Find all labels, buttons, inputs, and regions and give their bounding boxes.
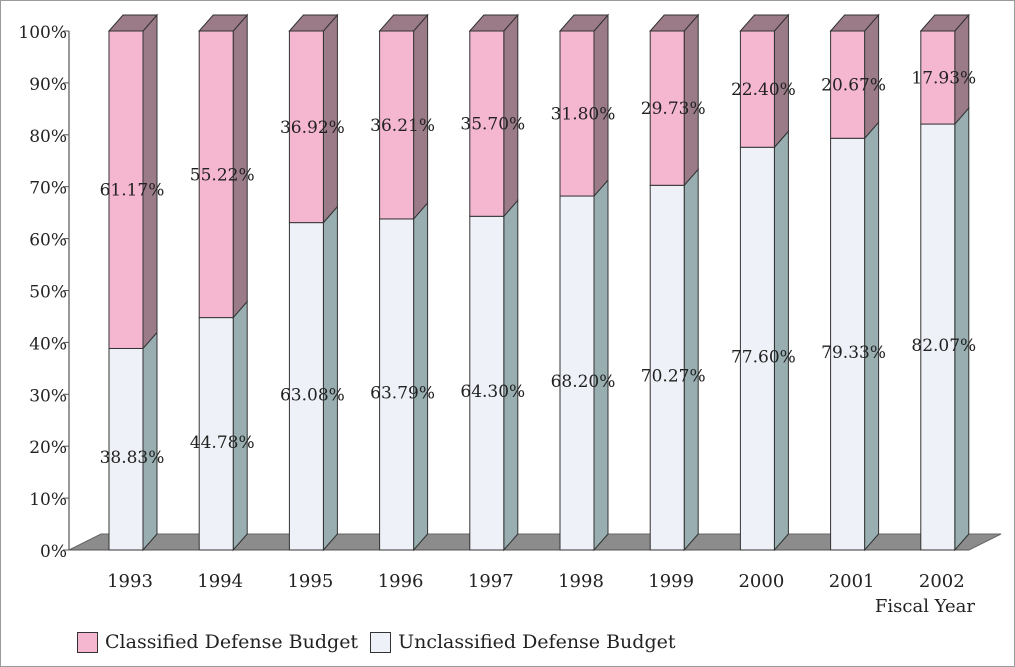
bar-top-classified — [198, 14, 249, 32]
bar-unclassified — [739, 146, 775, 551]
y-tick-label: 10% — [29, 490, 67, 510]
data-label-classified: 29.73% — [641, 99, 706, 119]
x-tick-label: 2001 — [829, 571, 875, 592]
bar-side-unclassified — [503, 198, 519, 552]
y-tick-label: 0% — [40, 542, 67, 562]
y-tick-label: 90% — [29, 75, 67, 95]
data-label-unclassified: 38.83% — [100, 448, 165, 468]
data-label-classified: 35.70% — [460, 115, 525, 135]
bar-side-unclassified — [864, 120, 880, 552]
bar-side-unclassified — [593, 178, 609, 552]
bar-classified — [198, 30, 234, 319]
x-tick-label: 1996 — [378, 571, 424, 592]
bar-classified — [108, 30, 144, 349]
x-tick-label: 1997 — [468, 571, 514, 592]
y-tick-label: 20% — [29, 438, 67, 458]
bar-top-classified — [649, 14, 700, 32]
x-tick-label: 1994 — [197, 571, 243, 592]
bar-top-classified — [107, 14, 159, 32]
x-tick-label: 2002 — [919, 571, 965, 592]
data-label-classified: 36.92% — [280, 118, 345, 138]
x-tick-label: 1999 — [648, 571, 694, 592]
data-label-unclassified: 63.79% — [370, 383, 435, 403]
bar-classified — [469, 30, 505, 217]
data-label-classified: 22.40% — [731, 80, 796, 100]
data-label-unclassified: 64.30% — [460, 382, 525, 402]
bar-top-classified — [739, 14, 790, 32]
data-label-classified: 31.80% — [551, 105, 616, 125]
legend-label-classified: Classified Defense Budget — [105, 631, 359, 653]
bar-unclassified — [649, 184, 685, 551]
bar-classified — [559, 30, 595, 197]
data-label-classified: 20.67% — [821, 76, 886, 96]
bar-classified — [649, 30, 685, 186]
bar-unclassified — [108, 347, 144, 551]
bar-unclassified — [469, 215, 505, 551]
bar-side-unclassified — [683, 167, 699, 552]
data-label-classified: 61.17% — [100, 181, 165, 201]
legend-label-unclassified: Unclassified Defense Budget — [398, 631, 676, 653]
data-label-unclassified: 79.33% — [821, 343, 886, 363]
legend-item-unclassified: Unclassified Defense Budget — [370, 631, 676, 653]
bar-side-unclassified — [413, 201, 429, 552]
x-axis-title: Fiscal Year — [875, 596, 975, 617]
y-tick-label: 100% — [18, 23, 67, 43]
bar-top-classified — [378, 14, 429, 32]
bar-unclassified — [288, 222, 324, 551]
data-label-classified: 55.22% — [190, 165, 255, 185]
y-tick-label: 40% — [29, 334, 67, 354]
x-tick-label: 2000 — [738, 571, 784, 592]
y-tick-label: 70% — [29, 179, 67, 199]
bar-unclassified — [379, 218, 415, 551]
y-tick-label: 80% — [29, 127, 67, 147]
bar-classified — [288, 30, 324, 224]
data-label-unclassified: 44.78% — [190, 433, 255, 453]
x-tick-label: 1998 — [558, 571, 604, 592]
y-tick-label: 50% — [29, 283, 67, 303]
bar-side-unclassified — [232, 300, 248, 552]
data-label-unclassified: 63.08% — [280, 385, 345, 405]
data-label-unclassified: 68.20% — [551, 372, 616, 392]
bar-side-unclassified — [954, 106, 970, 552]
legend: Classified Defense Budget Unclassified D… — [77, 631, 688, 653]
bar-classified — [739, 30, 775, 148]
bar-unclassified — [559, 195, 595, 551]
data-label-classified: 17.93% — [911, 69, 976, 89]
bar-top-classified — [288, 14, 339, 32]
data-label-unclassified: 70.27% — [641, 367, 706, 387]
legend-item-classified: Classified Defense Budget — [77, 631, 358, 653]
bar-side-unclassified — [773, 129, 789, 552]
bar-side-unclassified — [142, 331, 158, 552]
x-tick-label: 1993 — [107, 571, 153, 592]
bar-top-classified — [919, 14, 970, 32]
y-tick-label: 60% — [29, 231, 67, 251]
y-tick-label: 30% — [29, 386, 67, 406]
bar-side-unclassified — [322, 205, 338, 552]
bar-classified — [379, 30, 415, 220]
legend-swatch-classified — [77, 631, 98, 653]
bar-top-classified — [558, 14, 610, 32]
data-label-unclassified: 82.07% — [911, 336, 976, 356]
bar-top-classified — [468, 14, 519, 32]
legend-swatch-unclassified — [370, 631, 392, 653]
bar-top-classified — [829, 14, 880, 32]
x-tick-label: 1995 — [287, 571, 333, 592]
data-label-unclassified: 77.60% — [731, 348, 796, 368]
data-label-classified: 36.21% — [370, 116, 435, 136]
bar-unclassified — [920, 123, 956, 551]
